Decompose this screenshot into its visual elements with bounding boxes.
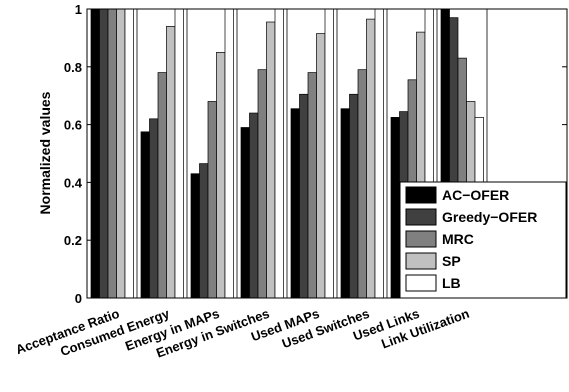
y-tick-label: 0.2 — [64, 233, 82, 248]
bar-1-0 — [140, 131, 150, 299]
bar-5-0 — [340, 108, 350, 299]
bar-0-2 — [107, 8, 117, 299]
bar-2-3 — [216, 51, 226, 299]
y-tick-label: 1 — [75, 2, 82, 17]
bar-3-2 — [257, 69, 267, 299]
bar-0-1 — [99, 8, 109, 299]
legend-swatch — [405, 230, 437, 248]
bar-6-0 — [390, 117, 400, 299]
legend-swatch — [405, 274, 437, 292]
bar-2-1 — [199, 163, 209, 299]
bar-4-0 — [290, 108, 300, 299]
bar-4-2 — [307, 72, 317, 299]
legend-label: SP — [442, 253, 461, 269]
bar-0-0 — [90, 8, 100, 299]
bar-1-3 — [166, 25, 176, 299]
bar-3-0 — [240, 127, 250, 299]
bar-4-3 — [316, 33, 326, 299]
bar-0-3 — [116, 8, 126, 299]
bar-5-1 — [349, 93, 359, 299]
bar-4-1 — [299, 93, 309, 299]
legend-swatch — [405, 208, 437, 226]
bar-4-4 — [324, 8, 334, 299]
legend-swatch — [405, 186, 437, 204]
legend: AC−OFER Greedy−OFER MRC SP LB — [399, 181, 567, 299]
y-tick-label: 0 — [75, 291, 82, 306]
y-tick-label: 0.4 — [64, 175, 83, 190]
y-tick-label: 0.8 — [64, 60, 82, 75]
bar-5-3 — [366, 18, 376, 299]
legend-label: Greedy−OFER — [442, 209, 537, 225]
bar-3-4 — [274, 8, 284, 299]
bar-5-2 — [357, 69, 367, 299]
bar-2-4 — [224, 8, 234, 299]
legend-label: MRC — [442, 231, 474, 247]
bar-3-1 — [249, 112, 259, 299]
bar-1-4 — [174, 8, 184, 299]
bar-3-3 — [266, 21, 276, 299]
y-axis-label: Normalized values — [37, 91, 53, 214]
bar-0-4 — [124, 8, 134, 299]
axes-frame — [86, 8, 568, 299]
bar-1-1 — [149, 118, 159, 299]
legend-label: AC−OFER — [442, 187, 509, 203]
y-axis-ticks: 0 0.2 0.4 0.6 0.8 1 — [64, 2, 567, 306]
bar-5-4 — [374, 8, 384, 299]
legend-swatch — [405, 252, 437, 270]
bar-2-2 — [207, 101, 217, 299]
bar-1-2 — [157, 72, 167, 299]
bar-2-0 — [190, 173, 200, 299]
y-tick-label: 0.6 — [64, 118, 82, 133]
legend-label: LB — [442, 275, 461, 291]
